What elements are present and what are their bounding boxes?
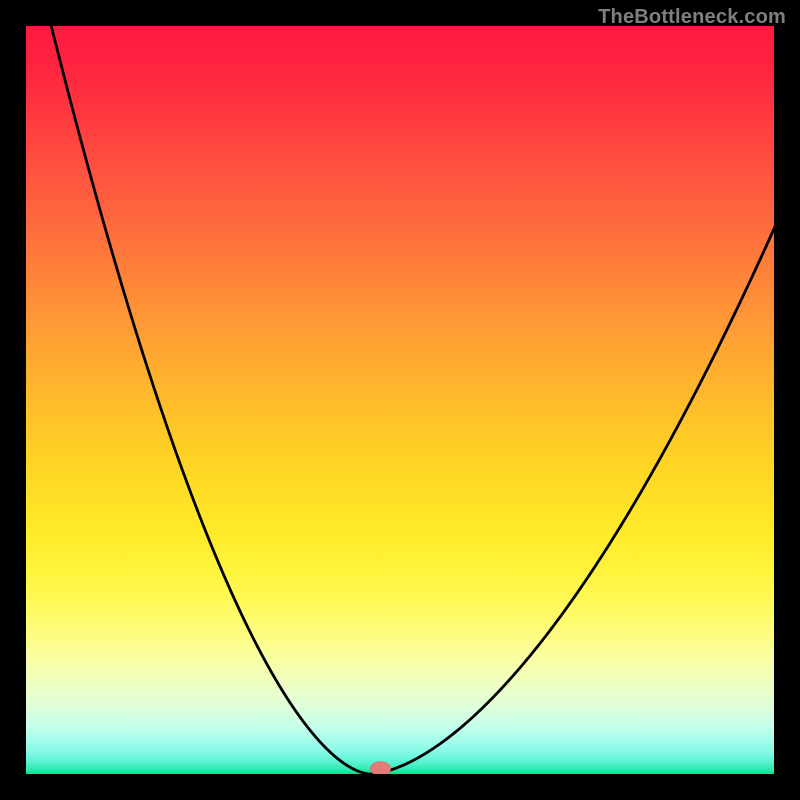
minimum-marker [370,762,390,776]
watermark-text: TheBottleneck.com [598,6,786,29]
bottleneck-chart [0,0,800,800]
figure-root: { "watermark": "TheBottleneck.com", "fig… [0,0,800,800]
plot-background-gradient [26,26,774,774]
